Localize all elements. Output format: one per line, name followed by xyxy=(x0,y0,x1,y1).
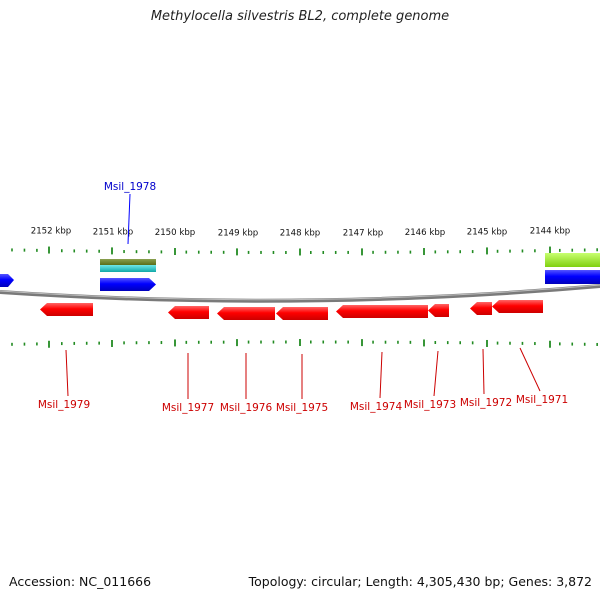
gene-arrow-msil-1977[interactable] xyxy=(168,306,209,319)
gene-label-msil-1978[interactable]: Msil_1978 xyxy=(104,181,156,193)
tick-label: 2151 kbp xyxy=(93,227,134,237)
callout-line-msil-1974 xyxy=(380,352,382,398)
gene-arrow-msil-1974[interactable] xyxy=(336,305,428,318)
gene-label-msil-1974[interactable]: Msil_1974 xyxy=(350,401,403,413)
feature-olive-bar xyxy=(100,259,156,265)
tick-marks-lower xyxy=(12,339,597,348)
gene-label-msil-1971[interactable]: Msil_1971 xyxy=(516,394,568,406)
tick-marks-upper xyxy=(12,247,597,256)
gene-arrow-msil-1972[interactable] xyxy=(470,302,492,315)
tick-label: 2149 kbp xyxy=(218,228,259,238)
gene-arrow-msil-1979[interactable] xyxy=(40,303,93,316)
gene-label-msil-1972[interactable]: Msil_1972 xyxy=(460,397,512,409)
genome-backbone xyxy=(0,286,600,301)
gene-label-msil-1975[interactable]: Msil_1975 xyxy=(276,402,328,414)
genome-summary-text: Topology: circular; Length: 4,305,430 bp… xyxy=(249,574,592,589)
gene-arrow-msil-1976[interactable] xyxy=(217,307,275,320)
callout-line-msil-1979 xyxy=(66,350,68,396)
forward-gene-partial-left xyxy=(0,274,14,287)
tick-label: 2152 kbp xyxy=(31,227,72,237)
callout-line-msil-1972 xyxy=(483,349,484,394)
tick-label: 2148 kbp xyxy=(280,229,321,239)
gene-arrow-msil-1971[interactable] xyxy=(492,300,543,313)
tick-label: 2147 kbp xyxy=(343,228,384,238)
gene-label-msil-1979[interactable]: Msil_1979 xyxy=(38,399,90,411)
tick-label: 2145 kbp xyxy=(467,227,508,237)
feature-cyan-bar xyxy=(100,265,156,272)
callout-line-msil-1973 xyxy=(434,351,438,396)
forward-gene-partial-right xyxy=(545,270,600,284)
gene-label-msil-1976[interactable]: Msil_1976 xyxy=(220,402,273,414)
feature-lime-bar xyxy=(545,253,600,267)
callout-line-msil-1971 xyxy=(520,348,540,391)
gene-arrow-msil-1975[interactable] xyxy=(276,307,328,320)
gene-arrow-msil-1978[interactable] xyxy=(100,278,156,291)
tick-label: 2150 kbp xyxy=(155,228,196,238)
tick-label: 2144 kbp xyxy=(530,227,571,237)
tick-labels: 2152 kbp 2151 kbp 2150 kbp 2149 kbp 2148 kbp… xyxy=(31,227,571,239)
gene-label-msil-1977[interactable]: Msil_1977 xyxy=(162,402,214,414)
accession-text: Accession: NC_011666 xyxy=(9,574,151,589)
gene-arrow-msil-1973[interactable] xyxy=(428,304,449,317)
gene-label-msil-1973[interactable]: Msil_1973 xyxy=(404,399,456,411)
genome-map: 2152 kbp 2151 kbp 2150 kbp 2149 kbp 2148 kbp… xyxy=(0,0,600,600)
tick-label: 2146 kbp xyxy=(405,228,446,238)
